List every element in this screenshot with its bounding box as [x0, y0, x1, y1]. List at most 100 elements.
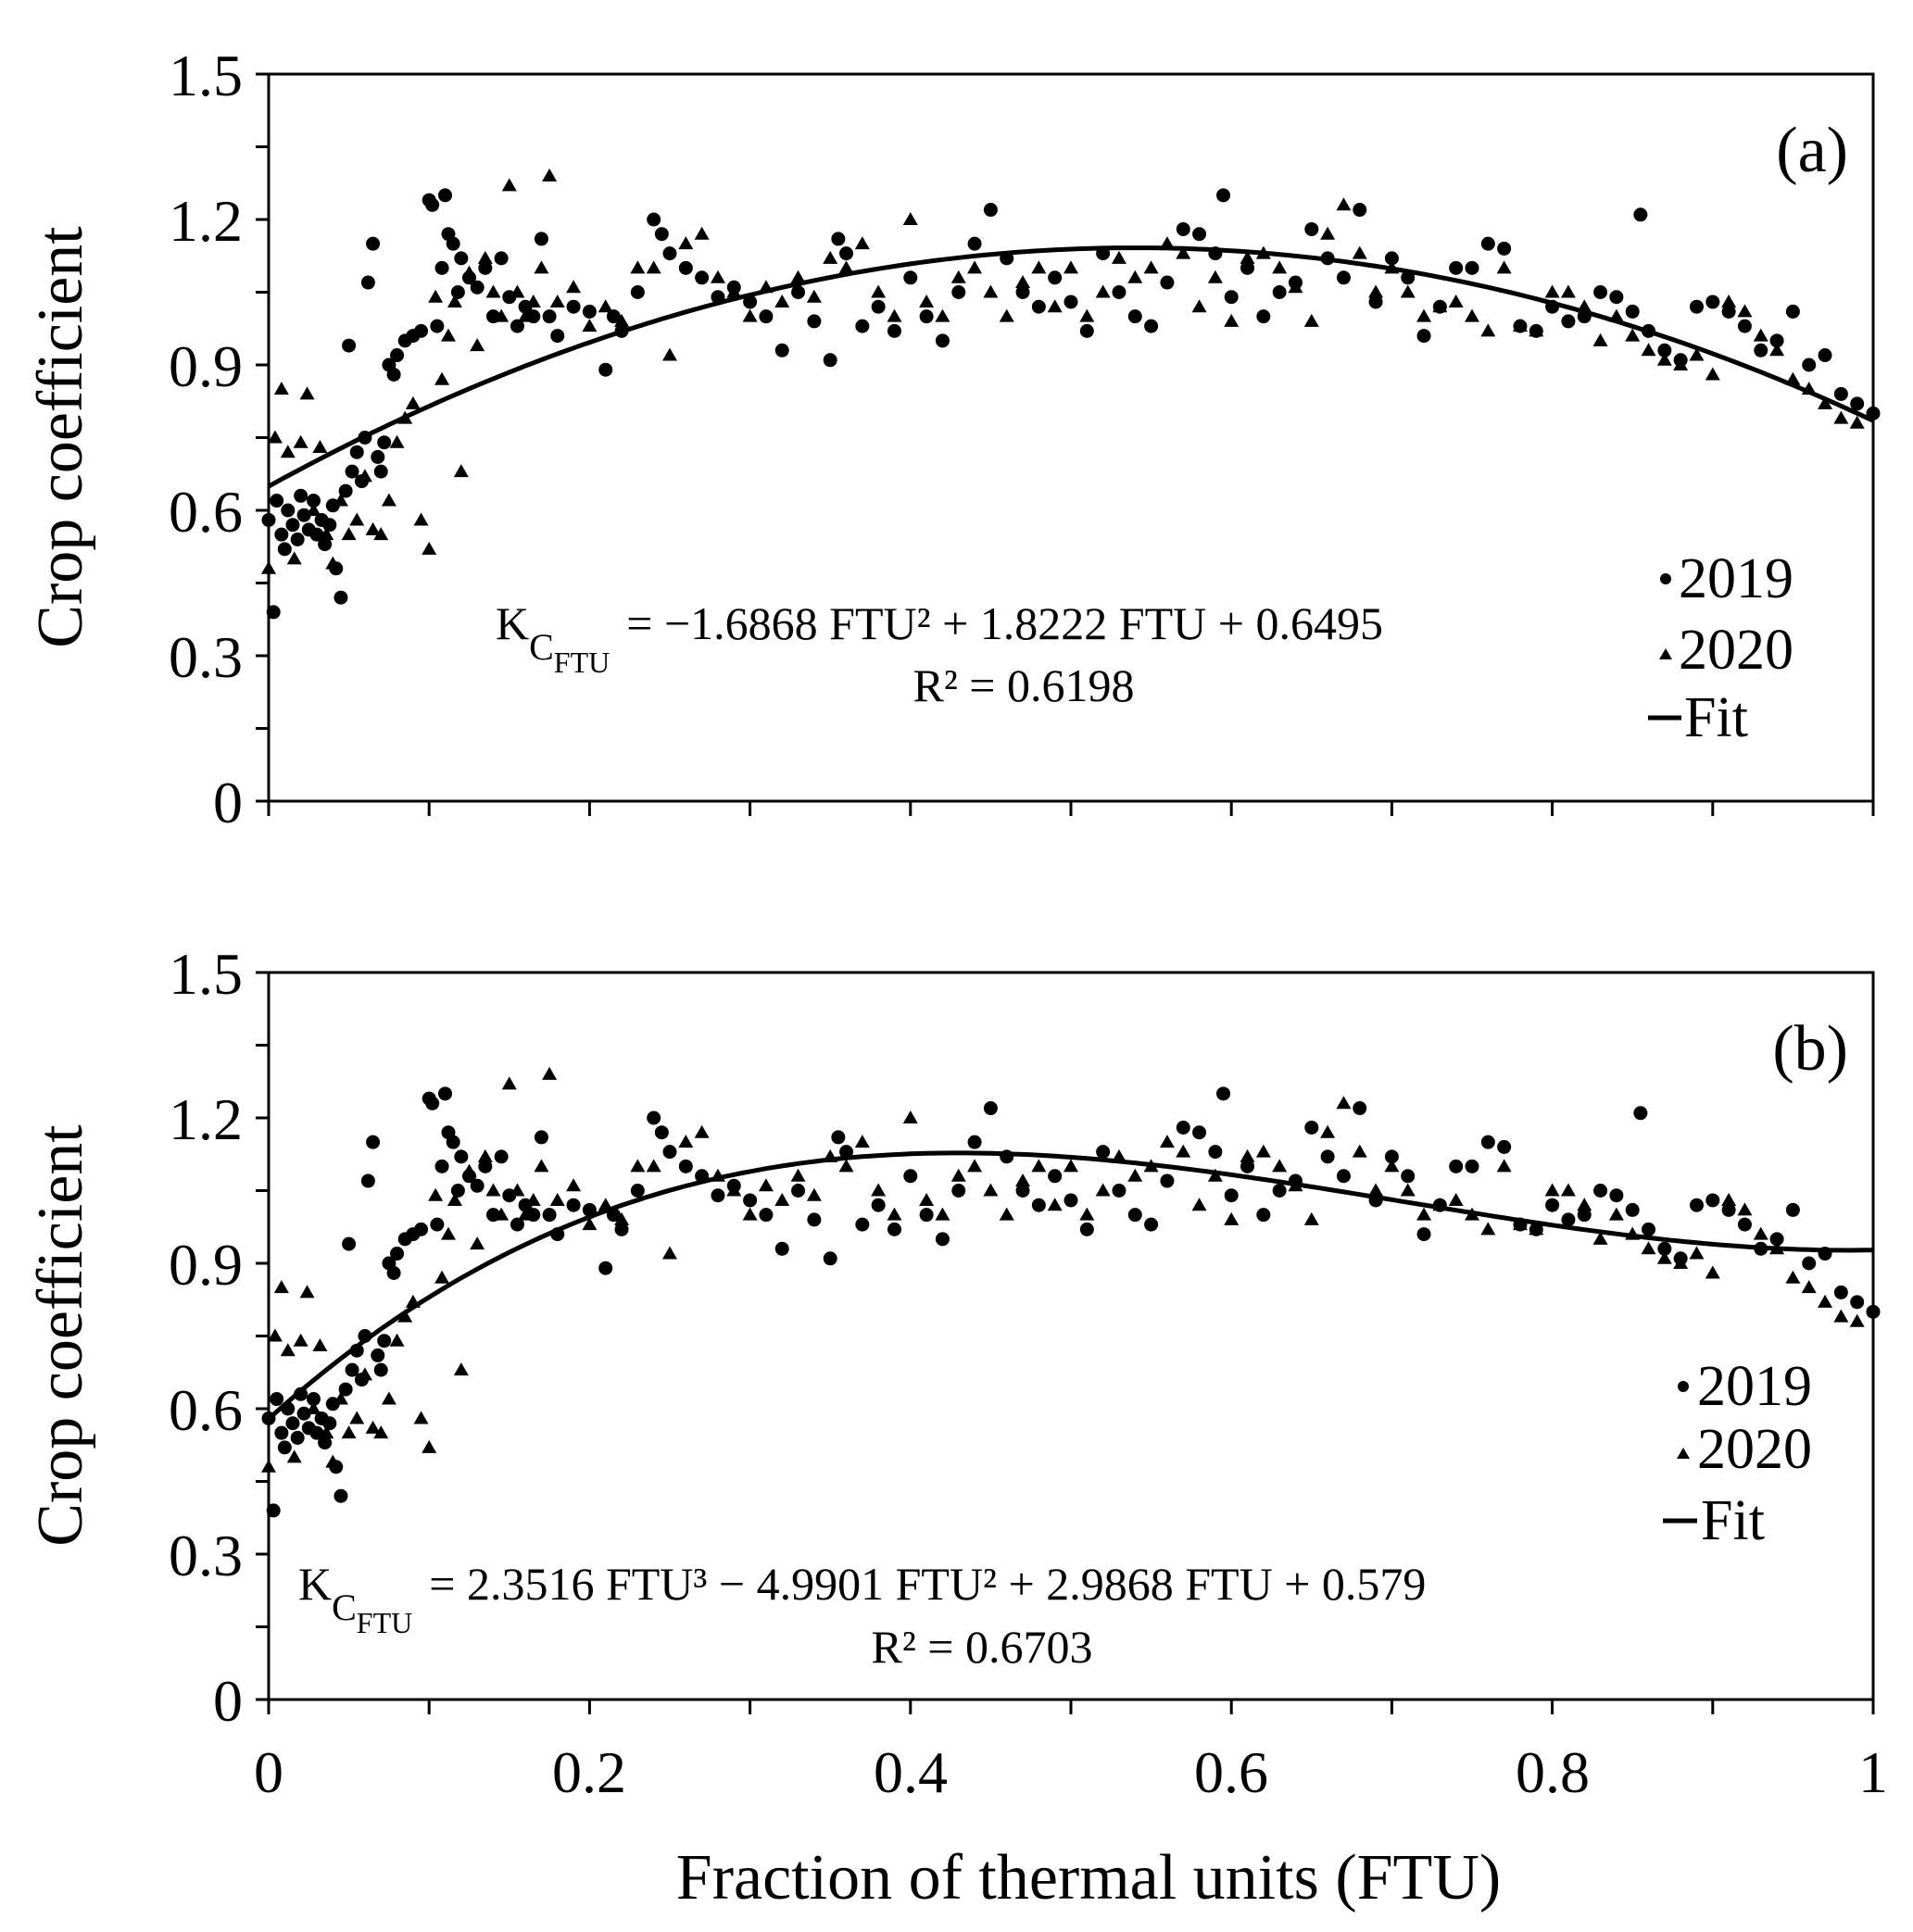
point-2020	[357, 469, 372, 483]
legend-label-2020: 2020	[1679, 619, 1793, 682]
point-2019	[1272, 1184, 1287, 1198]
point-2020	[887, 308, 902, 322]
point-2019	[1721, 1202, 1736, 1217]
panel-a-ticks	[256, 72, 1875, 816]
point-2020	[1368, 1183, 1384, 1197]
point-2020	[871, 284, 887, 298]
point-2020	[1224, 1211, 1240, 1225]
point-2020	[422, 1439, 437, 1453]
point-2019	[349, 445, 364, 459]
point-2020	[1705, 367, 1720, 381]
point-2020	[1577, 1198, 1592, 1211]
point-2019	[371, 449, 385, 464]
point-2020	[349, 1411, 365, 1424]
point-2019	[598, 362, 613, 377]
point-2020	[1512, 319, 1528, 332]
point-2019	[855, 1217, 870, 1232]
point-2020	[1127, 270, 1143, 283]
point-2019	[1785, 304, 1800, 319]
point-2020	[333, 493, 348, 507]
point-2020	[1801, 1280, 1817, 1294]
point-2020	[1400, 1183, 1416, 1197]
point-2020	[1015, 275, 1031, 289]
point-2019	[1497, 1139, 1512, 1154]
point-2020	[1465, 308, 1479, 322]
panel-b-legend: 2019 2020 Fit	[1663, 1355, 1812, 1552]
point-2020	[1176, 1144, 1191, 1158]
point-2019	[1577, 1208, 1592, 1223]
point-2020	[325, 556, 341, 570]
point-2020	[694, 1124, 710, 1138]
point-2020	[790, 1168, 806, 1182]
point-2019	[1353, 203, 1367, 218]
point-2019	[647, 212, 661, 227]
point-2020	[373, 527, 389, 541]
point-2020	[1176, 245, 1191, 259]
point-2020	[919, 1192, 935, 1206]
point-2019	[831, 1130, 846, 1145]
point-2019	[1802, 1256, 1817, 1271]
point-2020	[630, 260, 646, 274]
legend-marker-2020	[1659, 648, 1672, 659]
point-2020	[1303, 1211, 1319, 1225]
point-2019	[390, 1247, 405, 1261]
point-2019	[614, 1222, 629, 1236]
point-2020	[1127, 1168, 1143, 1182]
point-2019	[285, 518, 300, 533]
point-2019	[430, 1217, 445, 1232]
legend-marker-2020	[1677, 1448, 1690, 1459]
point-2019	[550, 329, 565, 344]
panel-b-points	[261, 1066, 1881, 1518]
point-2019	[1063, 1193, 1078, 1208]
point-2020	[935, 308, 950, 322]
point-2019	[1593, 285, 1608, 299]
point-2020	[280, 1343, 296, 1357]
point-2019	[1705, 1193, 1720, 1208]
point-2020	[381, 1391, 396, 1405]
panel-b-ytick-label: 0	[213, 1668, 243, 1734]
point-2020	[518, 308, 534, 322]
panel-b-ytick-label: 0.6	[169, 1377, 243, 1443]
point-2019	[534, 1130, 548, 1145]
panel-b-ticks	[256, 971, 1875, 1714]
point-2019	[438, 188, 453, 203]
point-2020	[726, 284, 742, 298]
point-2019	[967, 1135, 982, 1149]
point-2020	[286, 1449, 302, 1463]
point-2020	[1818, 1294, 1833, 1308]
point-2019	[919, 309, 934, 324]
point-2019	[1833, 386, 1848, 401]
point-2019	[566, 299, 581, 314]
point-2019	[823, 353, 837, 368]
point-2019	[1480, 236, 1495, 251]
point-2019	[1127, 309, 1142, 324]
point-2019	[1192, 227, 1207, 242]
point-2020	[646, 1159, 661, 1173]
point-2020	[373, 1425, 389, 1439]
point-2020	[1352, 1144, 1367, 1158]
xtick-label: 0.2	[552, 1739, 626, 1805]
point-2019	[377, 435, 392, 450]
point-2020	[1320, 1124, 1336, 1138]
eq-subsub-ftu: FTU	[554, 646, 610, 679]
point-2020	[542, 1066, 558, 1080]
point-2020	[312, 1337, 328, 1351]
point-2019	[1593, 1184, 1608, 1198]
point-2019	[430, 319, 445, 333]
point-2020	[1560, 284, 1576, 298]
point-2020	[349, 512, 365, 526]
point-2019	[871, 299, 886, 314]
point-2020	[440, 1226, 456, 1240]
point-2020	[1400, 284, 1416, 298]
point-2020	[485, 284, 501, 298]
point-2019	[1336, 270, 1351, 285]
point-2020	[614, 1211, 630, 1225]
point-2020	[453, 1362, 469, 1376]
point-2019	[334, 590, 348, 605]
point-2020	[1015, 1173, 1031, 1187]
point-2020	[428, 1187, 444, 1201]
point-2020	[501, 1076, 517, 1090]
point-2019	[1818, 348, 1832, 363]
point-2019	[630, 1184, 645, 1198]
point-2020	[950, 270, 966, 283]
